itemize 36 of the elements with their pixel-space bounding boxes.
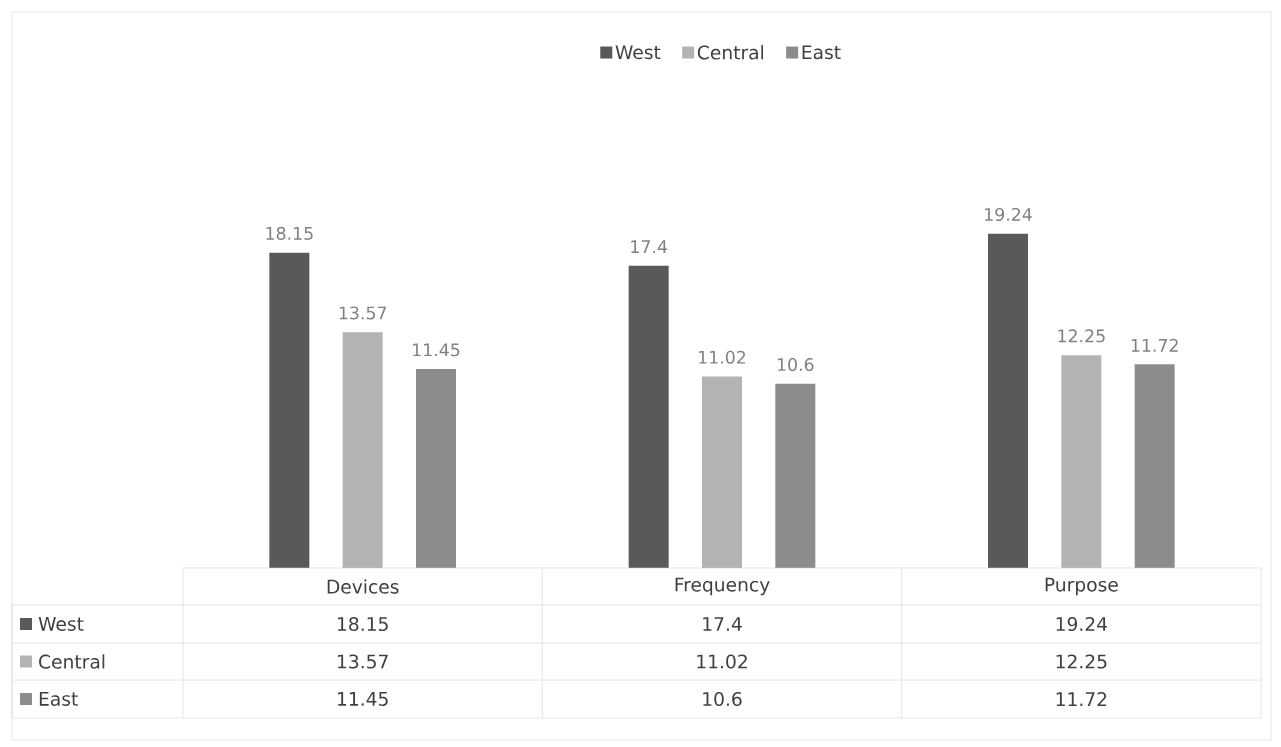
bar — [988, 233, 1029, 568]
bar — [775, 383, 816, 568]
bar — [702, 376, 743, 568]
data-label: 10.6 — [777, 358, 814, 372]
data-label: 17.4 — [631, 240, 667, 253]
text: 17.4 — [703, 617, 742, 631]
text: 11.45 — [338, 692, 388, 706]
data-label: 11.72 — [1131, 338, 1178, 352]
text: West — [38, 617, 84, 631]
bar — [628, 265, 669, 568]
text: 13.57 — [338, 654, 388, 669]
data-label: 11.45 — [413, 343, 460, 357]
bar — [269, 252, 310, 568]
legend-label: Central — [39, 654, 105, 669]
text: 11.02 — [697, 654, 747, 669]
text: 18.15 — [338, 616, 388, 632]
bar — [342, 332, 383, 568]
bar — [416, 369, 457, 568]
data-label: 12.25 — [1058, 329, 1105, 343]
legend-label: West — [615, 45, 661, 60]
data-label: 11.02 — [699, 350, 746, 364]
legend-label: East — [802, 45, 841, 60]
bar — [1061, 355, 1102, 568]
text: 19.24 — [1056, 616, 1108, 632]
text: 10.6 — [703, 691, 742, 707]
bar — [1134, 364, 1175, 568]
x-tick-label: Devices — [327, 579, 399, 594]
text: Central — [697, 45, 764, 60]
text: 11.72 — [1056, 692, 1107, 706]
text: 12.25 — [1056, 654, 1107, 669]
x-tick-label: Purpose — [1045, 577, 1118, 596]
data-label: 13.57 — [339, 306, 386, 320]
data-label: 19.24 — [985, 207, 1032, 222]
text: East — [39, 692, 78, 706]
data-label: 18.15 — [266, 226, 313, 240]
x-tick-label: Frequency — [675, 577, 770, 596]
